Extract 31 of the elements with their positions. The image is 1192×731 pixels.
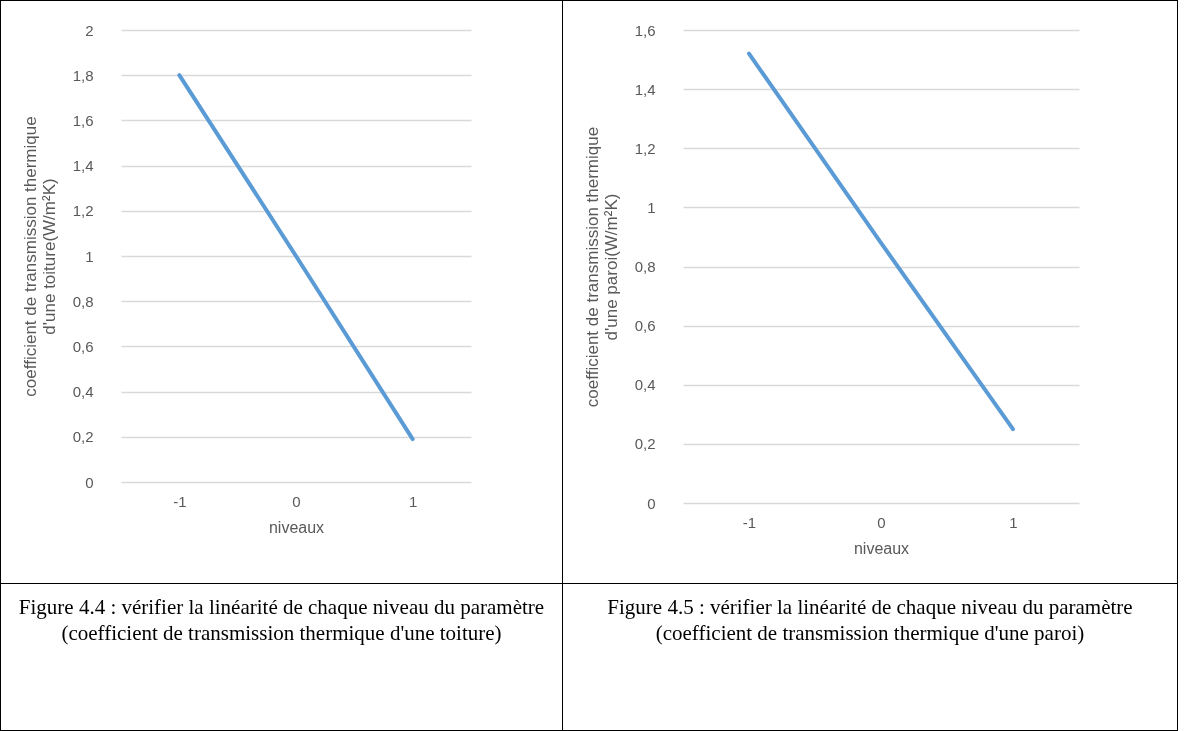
y-tick-label: 1,4 (634, 80, 656, 98)
x-axis-title: niveaux (268, 518, 325, 536)
y-tick-label: 1,8 (72, 66, 94, 84)
y-tick-label: 0,2 (72, 428, 94, 446)
y-tick-label: 1 (85, 247, 94, 265)
y-tick-label: 0,4 (72, 383, 94, 401)
y-tick-label: 0 (85, 473, 94, 491)
x-tick-label: 1 (408, 492, 418, 510)
y-tick-label: 0,6 (72, 337, 94, 355)
y-tick-label: 0,8 (634, 258, 656, 275)
y-tick-label: 0,6 (634, 317, 656, 335)
y-tick-label: 1,2 (72, 202, 94, 220)
x-tick-label: -1 (173, 492, 187, 510)
y-tick-label: 0,2 (634, 435, 656, 453)
y-tick-label: 0,8 (72, 292, 94, 310)
y-tick-label: 1,4 (72, 157, 94, 175)
y-tick-label: 0,4 (634, 376, 656, 394)
y-tick-label: 1,6 (634, 21, 656, 39)
x-tick-label: 1 (1009, 513, 1018, 531)
caption: Figure 4.5 : vérifier la linéarité de chaque niveau du paramètre (coefficient de transmission thermique d'une paroi) (606, 594, 1134, 647)
y-tick-label: 1,6 (72, 111, 94, 129)
x-tick-label: 0 (292, 492, 301, 510)
caption: Figure 4.4 : vérifier la linéarité de chaque niveau du paramètre (coefficient de transmission thermique d'une toiture) (17, 594, 546, 647)
x-tick-label: 0 (877, 513, 886, 531)
y-tick-label: 2 (85, 21, 94, 39)
y-tick-label: 1,2 (634, 139, 656, 157)
y-axis-title: coefficient de transmission thermique d'une paroi(W/m²K) (582, 126, 621, 408)
y-axis-title: coefficient de transmission thermique d'une toiture(W/m²K) (20, 116, 59, 397)
y-tick-label: 1 (647, 198, 656, 216)
x-axis-title: niveaux (853, 539, 910, 557)
x-tick-label: -1 (742, 513, 757, 531)
